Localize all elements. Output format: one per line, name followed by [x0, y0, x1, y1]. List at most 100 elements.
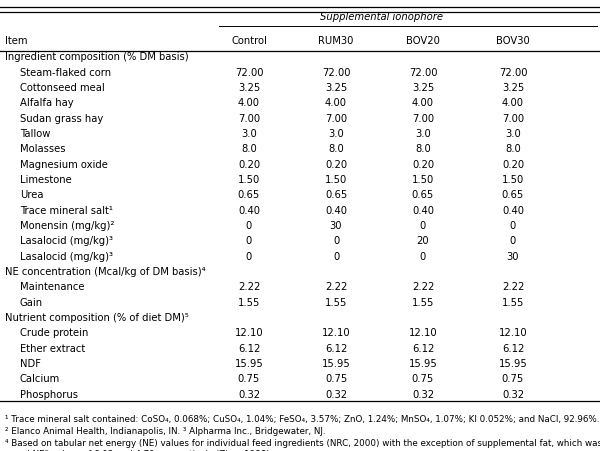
- Text: 0: 0: [246, 236, 252, 246]
- Text: 0.20: 0.20: [238, 160, 260, 170]
- Text: Sudan grass hay: Sudan grass hay: [20, 114, 103, 124]
- Text: 15.95: 15.95: [499, 359, 527, 369]
- Text: Steam-flaked corn: Steam-flaked corn: [20, 68, 111, 78]
- Text: Control: Control: [231, 36, 267, 46]
- Text: 2.22: 2.22: [412, 282, 434, 292]
- Text: 6.12: 6.12: [502, 344, 524, 354]
- Text: Cottonseed meal: Cottonseed meal: [20, 83, 104, 93]
- Text: 0.20: 0.20: [502, 160, 524, 170]
- Text: 4.00: 4.00: [502, 98, 524, 108]
- Text: 0.20: 0.20: [325, 160, 347, 170]
- Text: Ether extract: Ether extract: [20, 344, 85, 354]
- Text: Lasalocid (mg/kg)³: Lasalocid (mg/kg)³: [20, 252, 113, 262]
- Text: 12.10: 12.10: [409, 328, 437, 338]
- Text: 8.0: 8.0: [505, 144, 521, 154]
- Text: 3.25: 3.25: [412, 83, 434, 93]
- Text: Maintenance: Maintenance: [20, 282, 84, 292]
- Text: 0: 0: [246, 221, 252, 231]
- Text: 12.10: 12.10: [235, 328, 263, 338]
- Text: 72.00: 72.00: [322, 68, 350, 78]
- Text: Supplemental ionophore: Supplemental ionophore: [320, 12, 443, 22]
- Text: 7.00: 7.00: [412, 114, 434, 124]
- Text: 8.0: 8.0: [241, 144, 257, 154]
- Text: 1.55: 1.55: [325, 298, 347, 308]
- Text: Ingredient composition (% DM basis): Ingredient composition (% DM basis): [5, 52, 188, 62]
- Text: 0.65: 0.65: [238, 190, 260, 200]
- Text: 6.12: 6.12: [412, 344, 434, 354]
- Text: 8.0: 8.0: [415, 144, 431, 154]
- Text: 15.95: 15.95: [322, 359, 350, 369]
- Text: 6.12: 6.12: [325, 344, 347, 354]
- Text: 3.0: 3.0: [241, 129, 257, 139]
- Text: 0.32: 0.32: [412, 390, 434, 400]
- Text: 0.20: 0.20: [412, 160, 434, 170]
- Text: Nutrient composition (% of diet DM)⁵: Nutrient composition (% of diet DM)⁵: [5, 313, 188, 323]
- Text: 3.25: 3.25: [325, 83, 347, 93]
- Text: 6.12: 6.12: [238, 344, 260, 354]
- Text: Gain: Gain: [20, 298, 43, 308]
- Text: 0.40: 0.40: [412, 206, 434, 216]
- Text: 0.32: 0.32: [238, 390, 260, 400]
- Text: 3.0: 3.0: [505, 129, 521, 139]
- Text: Urea: Urea: [20, 190, 43, 200]
- Text: 30: 30: [330, 221, 342, 231]
- Text: 3.0: 3.0: [328, 129, 344, 139]
- Text: 0: 0: [333, 236, 339, 246]
- Text: 2.22: 2.22: [502, 282, 524, 292]
- Text: 0: 0: [333, 252, 339, 262]
- Text: 4.00: 4.00: [238, 98, 260, 108]
- Text: 72.00: 72.00: [499, 68, 527, 78]
- Text: 72.00: 72.00: [409, 68, 437, 78]
- Text: 2.22: 2.22: [325, 282, 347, 292]
- Text: Magnesium oxide: Magnesium oxide: [20, 160, 107, 170]
- Text: 0.65: 0.65: [502, 190, 524, 200]
- Text: RUM30: RUM30: [319, 36, 353, 46]
- Text: Crude protein: Crude protein: [20, 328, 88, 338]
- Text: 0: 0: [246, 252, 252, 262]
- Text: Phosphorus: Phosphorus: [20, 390, 78, 400]
- Text: 0: 0: [510, 236, 516, 246]
- Text: 1.50: 1.50: [412, 175, 434, 185]
- Text: 0.75: 0.75: [325, 374, 347, 384]
- Text: Molasses: Molasses: [20, 144, 65, 154]
- Text: 0.75: 0.75: [412, 374, 434, 384]
- Text: 1.50: 1.50: [502, 175, 524, 185]
- Text: 3.0: 3.0: [415, 129, 431, 139]
- Text: 3.25: 3.25: [238, 83, 260, 93]
- Text: Lasalocid (mg/kg)³: Lasalocid (mg/kg)³: [20, 236, 113, 246]
- Text: 0.40: 0.40: [502, 206, 524, 216]
- Text: 1.50: 1.50: [325, 175, 347, 185]
- Text: 1.55: 1.55: [502, 298, 524, 308]
- Text: 15.95: 15.95: [409, 359, 437, 369]
- Text: 1.50: 1.50: [238, 175, 260, 185]
- Text: 7.00: 7.00: [502, 114, 524, 124]
- Text: BOV30: BOV30: [496, 36, 530, 46]
- Text: 0.75: 0.75: [238, 374, 260, 384]
- Text: 8.0: 8.0: [328, 144, 344, 154]
- Text: 1.55: 1.55: [412, 298, 434, 308]
- Text: 0.40: 0.40: [238, 206, 260, 216]
- Text: 4.00: 4.00: [412, 98, 434, 108]
- Text: 20: 20: [416, 236, 430, 246]
- Text: 15.95: 15.95: [235, 359, 263, 369]
- Text: 0.32: 0.32: [325, 390, 347, 400]
- Text: Item: Item: [5, 36, 28, 46]
- Text: Calcium: Calcium: [20, 374, 60, 384]
- Text: 7.00: 7.00: [325, 114, 347, 124]
- Text: 0.65: 0.65: [412, 190, 434, 200]
- Text: 4.00: 4.00: [325, 98, 347, 108]
- Text: NDF: NDF: [20, 359, 41, 369]
- Text: 12.10: 12.10: [499, 328, 527, 338]
- Text: Trace mineral salt¹: Trace mineral salt¹: [20, 206, 113, 216]
- Text: ⁴ Based on tabular net energy (NE) values for individual feed ingredients (NRC, : ⁴ Based on tabular net energy (NE) value…: [5, 439, 600, 447]
- Text: 2.22: 2.22: [238, 282, 260, 292]
- Text: 0: 0: [420, 252, 426, 262]
- Text: 0.32: 0.32: [502, 390, 524, 400]
- Text: BOV20: BOV20: [406, 36, 440, 46]
- Text: 0: 0: [420, 221, 426, 231]
- Text: ² Elanco Animal Health, Indianapolis, IN. ³ Alpharma Inc., Bridgewater, NJ.: ² Elanco Animal Health, Indianapolis, IN…: [5, 427, 325, 436]
- Text: 3.25: 3.25: [502, 83, 524, 93]
- Text: 0.65: 0.65: [325, 190, 347, 200]
- Text: Tallow: Tallow: [20, 129, 50, 139]
- Text: 0: 0: [510, 221, 516, 231]
